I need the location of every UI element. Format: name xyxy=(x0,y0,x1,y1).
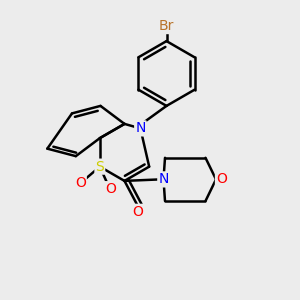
Text: N: N xyxy=(158,172,169,186)
Text: O: O xyxy=(75,176,86,190)
Text: Br: Br xyxy=(159,19,174,33)
Text: O: O xyxy=(216,172,227,186)
Text: N: N xyxy=(135,122,146,135)
Text: O: O xyxy=(133,205,143,219)
Text: O: O xyxy=(105,182,116,196)
Text: S: S xyxy=(95,160,104,174)
